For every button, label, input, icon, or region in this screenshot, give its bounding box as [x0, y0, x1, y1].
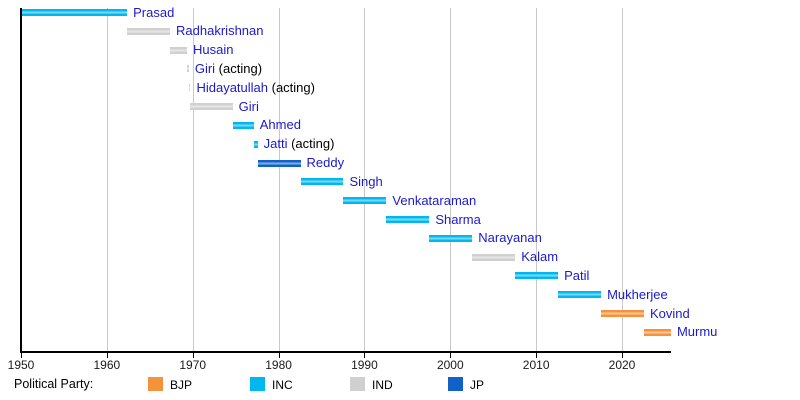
- president-name: Hidayatullah: [196, 79, 268, 95]
- term-bar-kovind: [601, 310, 644, 318]
- term-bar-mukherjee: [558, 291, 602, 299]
- president-name: Mukherjee: [607, 286, 668, 302]
- legend-swatch-jp: [448, 377, 463, 391]
- x-axis-tick-label: 1990: [351, 358, 378, 372]
- term-bar-venkataraman: [343, 197, 387, 205]
- president-label: Kalam: [521, 249, 558, 264]
- president-label: Husain: [193, 42, 233, 57]
- legend-label-inc: INC: [272, 378, 293, 392]
- president-label: Mukherjee: [607, 287, 668, 302]
- president-label: Prasad: [133, 5, 174, 20]
- president-label: Radhakrishnan: [176, 23, 263, 38]
- x-axis-tick: [21, 353, 22, 358]
- x-axis-tick-label: 2010: [522, 358, 550, 372]
- legend-title: Political Party:: [14, 377, 94, 391]
- president-label: Sharma: [435, 212, 481, 227]
- x-axis-tick: [450, 353, 452, 358]
- president-label: Patil: [564, 268, 589, 283]
- x-axis-tick: [278, 353, 280, 358]
- decade-gridline: [106, 8, 108, 351]
- president-label: Ahmed: [260, 117, 301, 132]
- x-axis-tick-label: 1950: [7, 358, 35, 372]
- president-label: Kovind: [650, 306, 690, 321]
- term-bar-hidayatullah: [188, 84, 191, 92]
- term-bar-radhakrishnan: [127, 27, 171, 35]
- term-bar-husain: [170, 46, 188, 54]
- president-name: Prasad: [133, 4, 175, 20]
- decade-gridline: [536, 8, 538, 351]
- acting-suffix: (acting): [287, 136, 335, 152]
- president-name: Patil: [564, 267, 590, 283]
- president-label: Murmu: [677, 324, 717, 339]
- term-bar-giri: [187, 65, 189, 73]
- term-bar-kalam: [472, 253, 516, 261]
- legend-label-bjp: BJP: [170, 378, 193, 392]
- acting-suffix: (acting): [215, 60, 263, 76]
- x-axis-tick: [536, 353, 538, 358]
- president-name: Husain: [193, 42, 234, 58]
- term-bar-murmu: [644, 328, 671, 336]
- president-name: Kovind: [650, 305, 690, 321]
- legend-swatch-bjp: [148, 377, 163, 391]
- legend-label-jp: JP: [470, 378, 485, 392]
- president-label: Singh: [349, 174, 382, 189]
- president-name: Narayanan: [478, 230, 542, 246]
- president-name: Sharma: [435, 211, 481, 227]
- president-label: Venkataraman: [392, 193, 476, 208]
- term-bar-reddy: [257, 159, 301, 167]
- president-name: Murmu: [676, 324, 718, 340]
- decade-gridline: [364, 8, 366, 351]
- president-label: Giri: [239, 99, 259, 114]
- term-bar-prasad: [21, 9, 128, 16]
- legend-swatch-ind: [350, 377, 365, 391]
- x-axis-tick: [364, 353, 366, 358]
- president-label: Jatti (acting): [264, 136, 335, 151]
- president-name: Radhakrishnan: [176, 23, 264, 39]
- term-bar-sharma: [386, 216, 430, 224]
- president-name: Reddy: [306, 155, 345, 171]
- term-bar-singh: [300, 178, 344, 186]
- decade-gridline: [192, 8, 194, 351]
- president-label: Giri (acting): [195, 61, 262, 76]
- y-axis-line: [20, 8, 22, 353]
- x-axis-tick: [192, 353, 194, 358]
- x-axis-tick: [106, 353, 108, 358]
- x-axis-line: [20, 351, 671, 353]
- president-name: Singh: [349, 173, 383, 189]
- decade-gridline: [450, 8, 452, 351]
- term-bar-giri: [189, 103, 233, 111]
- decade-gridline: [622, 8, 624, 351]
- term-bar-jatti: [253, 140, 258, 148]
- president-label: Narayanan: [478, 230, 542, 245]
- acting-suffix: (acting): [268, 79, 315, 95]
- legend-label-ind: IND: [372, 378, 393, 392]
- legend-swatch-inc: [250, 377, 265, 391]
- president-name: Giri: [194, 60, 216, 76]
- decade-gridline: [278, 8, 280, 351]
- term-bar-patil: [515, 272, 559, 280]
- x-axis-tick-label: 1970: [179, 358, 207, 372]
- x-axis-tick-label: 1980: [265, 358, 292, 372]
- president-name: Kalam: [521, 249, 559, 265]
- term-bar-ahmed: [232, 121, 254, 129]
- x-axis-tick: [622, 353, 624, 358]
- president-label: Hidayatullah (acting): [196, 80, 315, 95]
- president-label: Reddy: [307, 155, 345, 170]
- president-name: Venkataraman: [392, 192, 477, 208]
- president-name: Jatti: [263, 136, 288, 152]
- term-bar-narayanan: [429, 234, 473, 242]
- x-axis-tick-label: 2000: [436, 358, 464, 372]
- x-axis-tick-label: 2020: [608, 358, 636, 372]
- president-name: Ahmed: [259, 117, 301, 133]
- x-axis-tick-label: 1960: [93, 358, 121, 372]
- president-name: Giri: [238, 98, 259, 114]
